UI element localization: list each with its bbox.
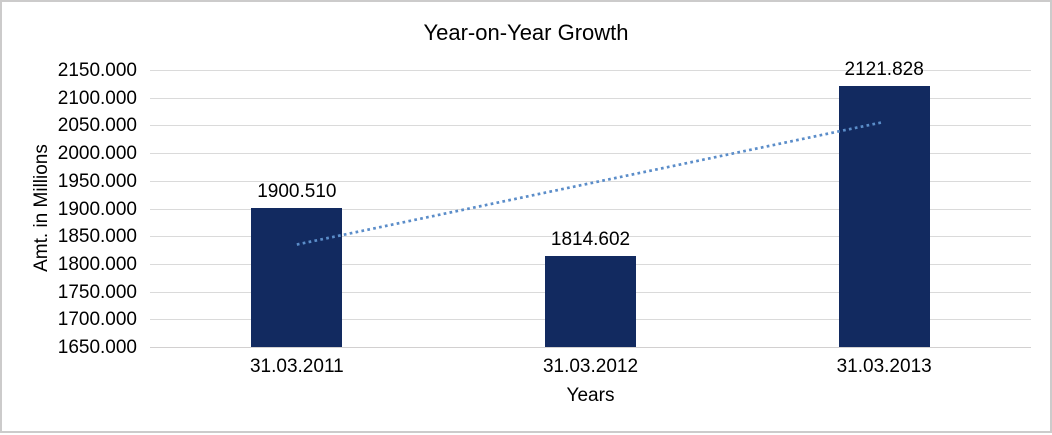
y-axis-tick-label: 1650.000 [57,337,137,358]
gridline [150,97,1031,99]
gridline [150,70,1031,71]
y-axis-tick-label: 1900.000 [57,198,137,220]
y-axis-tick-label: 2000.000 [57,143,137,165]
bar-31.03.2013 [838,85,930,347]
x-axis-tick-label: 31.03.2012 [542,356,639,377]
y-axis-tick-label: 2050.000 [57,115,137,137]
x-axis-title: Years [566,385,615,406]
chart-title: Year-on-Year Growth [423,20,629,45]
y-axis-tick-label: 1750.000 [57,281,137,303]
bar-31.03.2012 [545,255,636,347]
x-axis-tick-label: 31.03.2011 [249,356,344,377]
y-axis-tick-label: 1850.000 [57,226,137,248]
bar-value-label: 1814.602 [550,228,631,250]
y-axis-tick-label: 1800.000 [57,253,137,275]
bar-31.03.2011 [251,208,343,347]
bar-value-label: 1900.510 [257,181,337,203]
x-axis-line [150,347,1031,348]
y-axis-tick-label: 1700.000 [57,309,137,331]
bar-value-label: 2121.828 [844,58,924,80]
x-axis-tick-label: 31.03.2013 [836,356,932,377]
y-axis-tick-label: 2100.000 [57,87,137,109]
y-axis-tick-label: 1950.000 [57,170,137,192]
y-axis-tick-label: 2150.000 [57,60,137,81]
